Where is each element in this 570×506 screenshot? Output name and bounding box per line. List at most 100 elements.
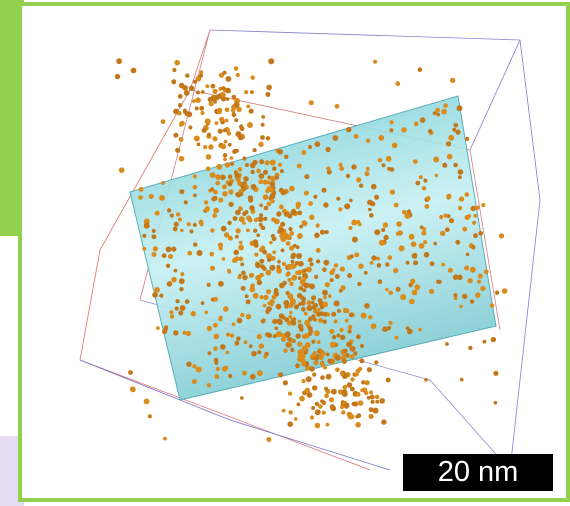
atom [401,127,406,132]
atom [168,254,173,259]
atom [364,271,368,275]
atom [259,223,263,227]
atom [493,371,498,376]
atom [409,299,415,305]
scale-bar: 20 nm [403,454,553,491]
atom [205,311,209,315]
atom [259,173,265,179]
atom [317,349,321,353]
atom [200,70,204,74]
atom [316,248,321,253]
atom [342,389,348,395]
atom [438,280,442,284]
atom [266,306,272,312]
atom [309,100,314,105]
atom [342,359,347,364]
atom [263,180,268,185]
atom [289,296,294,301]
atom [276,268,282,274]
atom [288,315,292,319]
atom [338,207,342,211]
atom [218,110,222,114]
atom [291,320,296,325]
atom [226,351,230,355]
atom [144,399,150,405]
atom [478,231,483,236]
atom [382,163,386,167]
atom [418,67,423,72]
atom [291,275,297,281]
atom [386,156,392,162]
atom [458,169,464,175]
atom [247,122,253,128]
atom [223,71,227,75]
atom [302,277,306,281]
atom [287,421,293,427]
atom [415,181,420,186]
atom [228,174,233,179]
atom [265,160,270,165]
atom [315,223,319,227]
atom [259,159,264,164]
atom [179,189,184,194]
atom [298,261,304,267]
atom [212,136,217,141]
atom [213,190,218,195]
atom [458,206,462,210]
atom [484,269,489,274]
atom [246,314,251,319]
atom [265,92,270,97]
atom [197,143,201,147]
atom [281,337,286,342]
atom [433,111,437,115]
atom [272,295,277,300]
atom [308,316,313,321]
atom [357,282,361,286]
atom [272,166,277,171]
atom [331,312,336,317]
atom [205,84,209,88]
atom [267,333,272,338]
atom [339,166,344,171]
atom [317,340,321,344]
atom [192,99,196,103]
atom [220,144,226,150]
atom [320,375,325,380]
atom [224,140,228,144]
atom [308,326,313,331]
atom [311,406,315,410]
atom [411,241,417,247]
atom [142,247,146,251]
atom [218,198,223,203]
atom [211,84,216,89]
atom [466,253,470,257]
atom [161,119,166,124]
atom [272,319,277,324]
atom [207,133,211,137]
atom [323,296,327,300]
atom [139,187,144,192]
atom [180,272,184,276]
atom [430,261,435,266]
atom [419,175,423,179]
atom [178,94,183,99]
atom [345,309,349,313]
atom [159,195,165,201]
atom [255,263,261,269]
atom [298,349,304,355]
atom [371,323,377,329]
atom [475,292,481,298]
atom [260,295,264,299]
atom [299,225,303,229]
atom [222,366,228,372]
atom [315,409,321,415]
atom [246,215,251,220]
atom [307,283,311,287]
atom [227,269,231,273]
atom [448,268,453,273]
atom [313,351,317,355]
atom [246,299,251,304]
atom [347,329,351,333]
atom [452,128,456,132]
atom [297,293,302,298]
